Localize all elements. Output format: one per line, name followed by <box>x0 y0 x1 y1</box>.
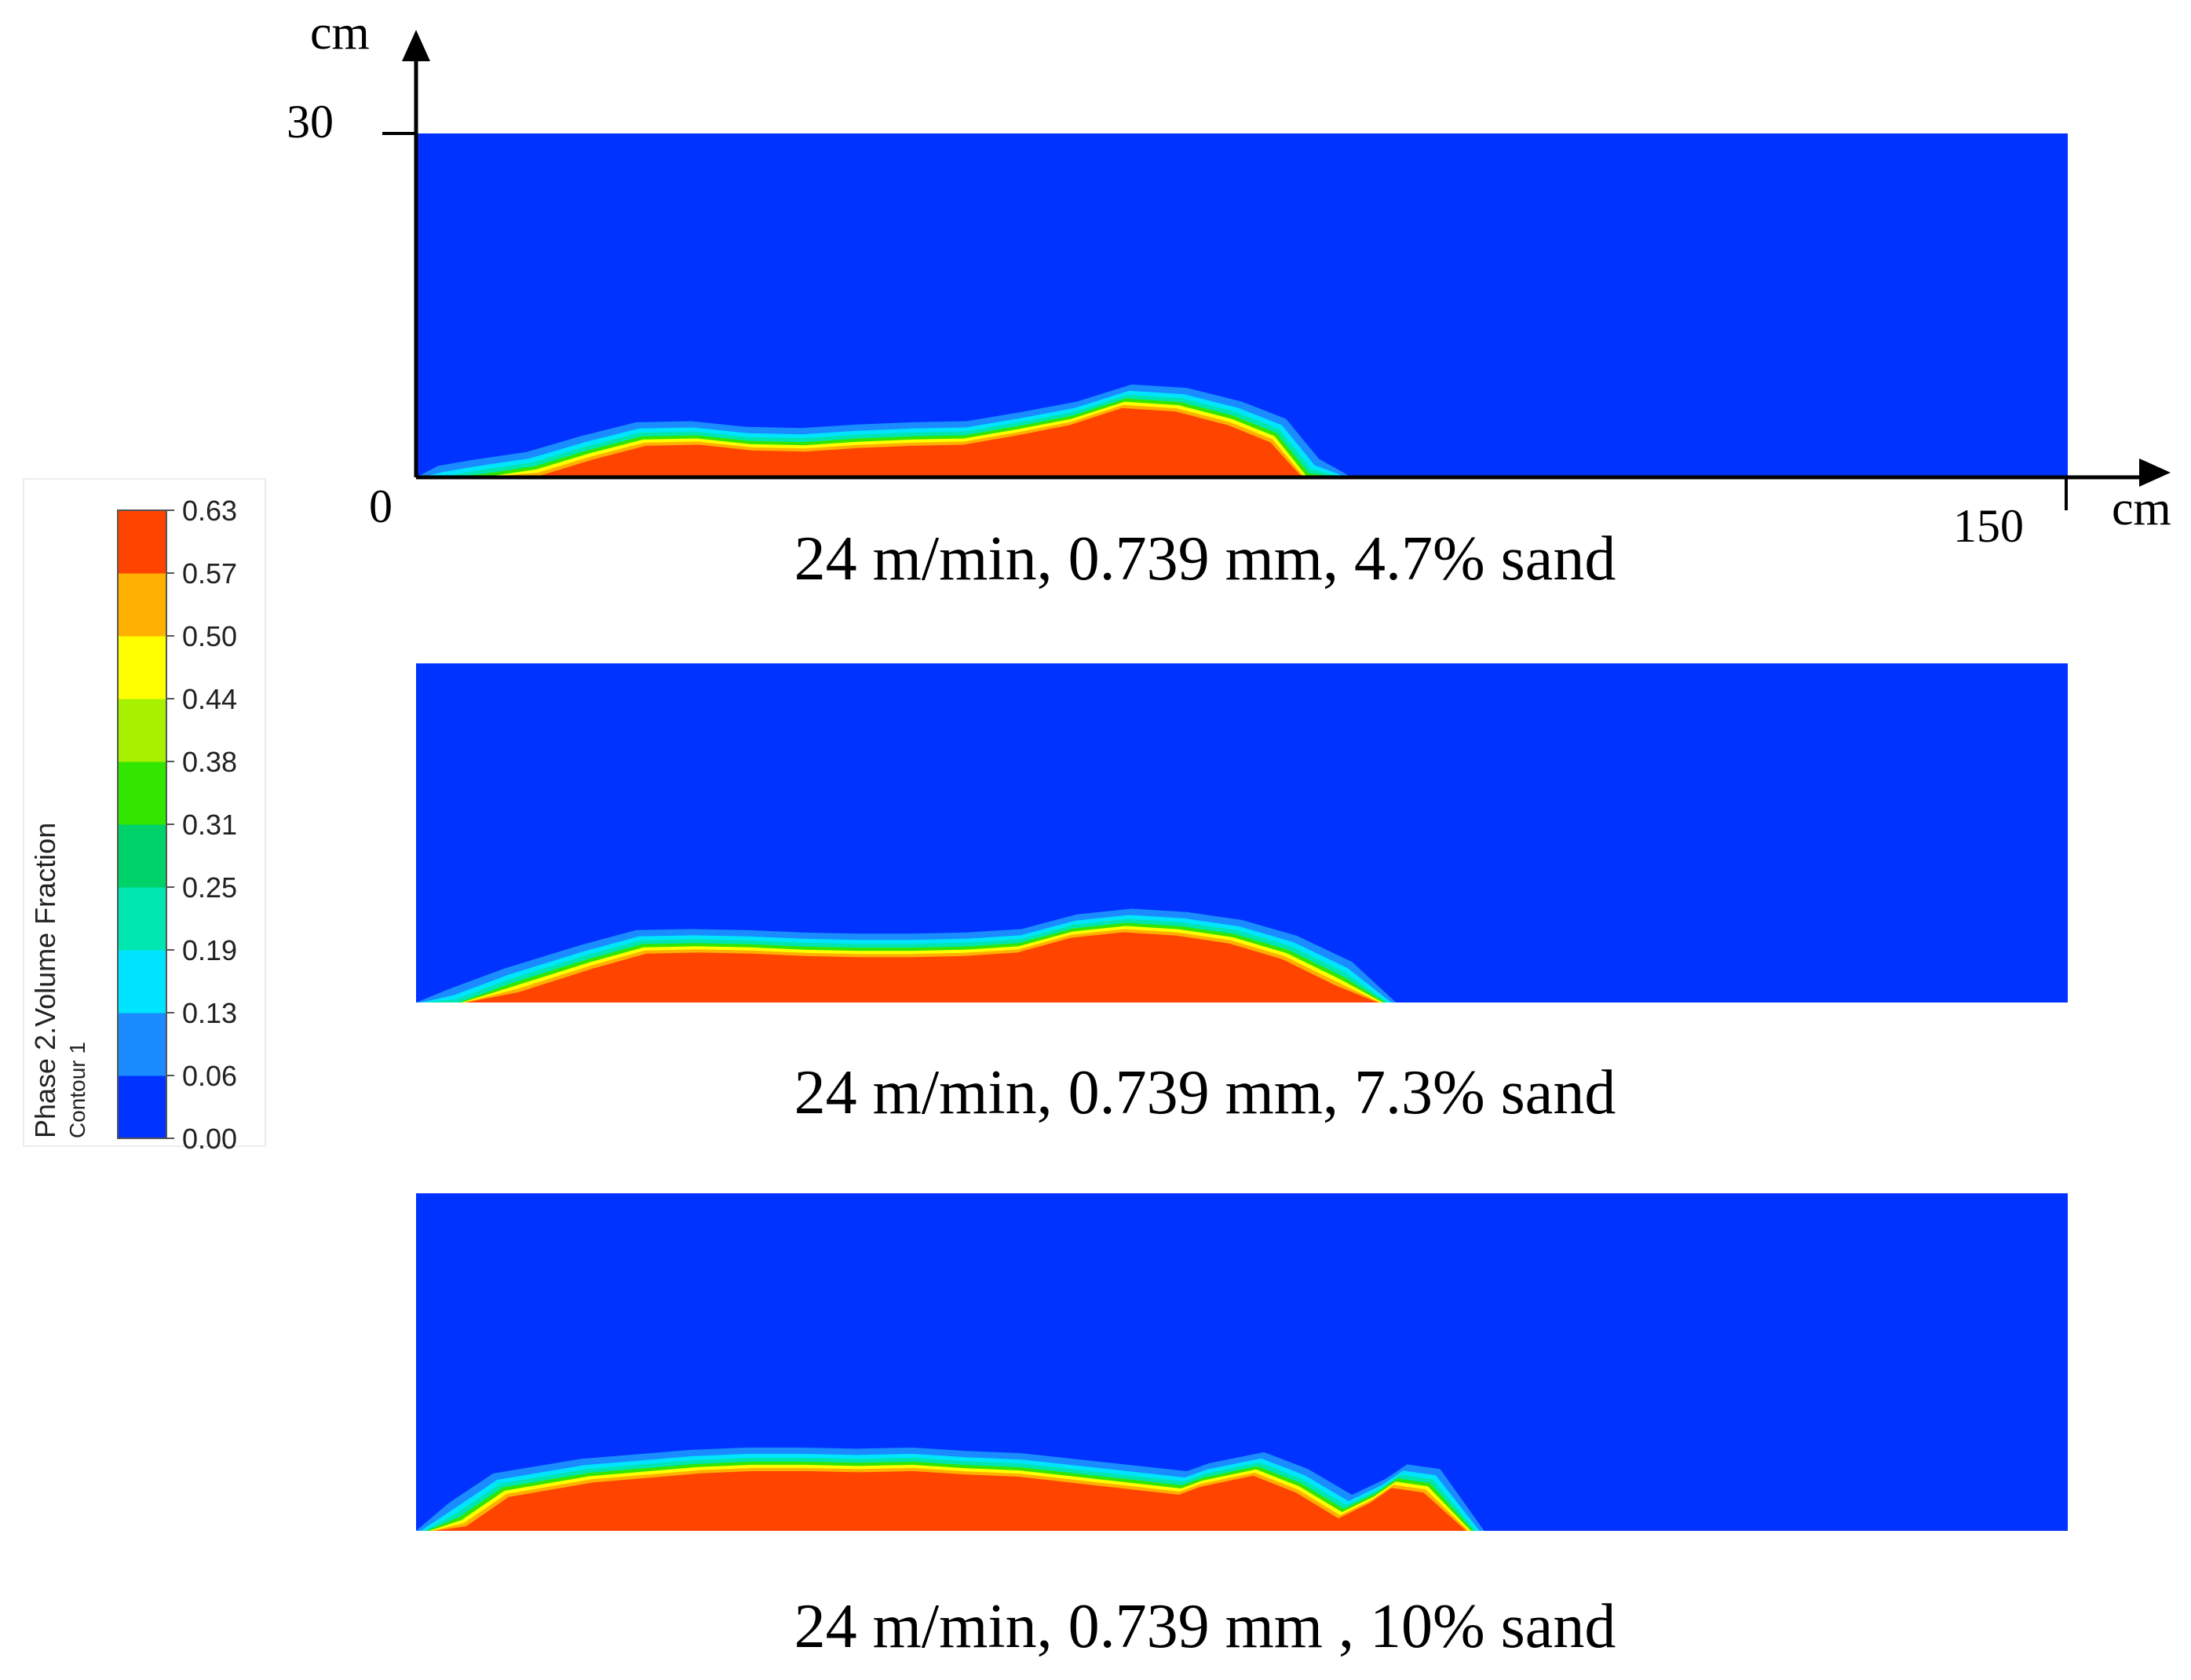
colorbar-block <box>118 1076 166 1139</box>
colorbar-block <box>118 573 166 637</box>
colorbar-title: Phase 2.Volume Fraction <box>29 823 61 1138</box>
contour-panel-1 <box>416 133 2068 477</box>
y-axis-unit: cm <box>310 6 370 60</box>
colorbar-tick-label: 0.31 <box>182 809 237 841</box>
y-axis-arrow-icon <box>402 30 430 61</box>
colorbar-block <box>118 824 166 888</box>
colorbar-tick-label: 0.38 <box>182 746 237 778</box>
x-axis-max-label: 150 <box>1953 500 2024 552</box>
axes: cm 30 0 150 cm <box>287 6 2171 552</box>
colorbar-tick-label: 0.63 <box>182 495 237 527</box>
colorbar-tick-label: 0.06 <box>182 1060 237 1092</box>
colorbar-block <box>118 699 166 762</box>
contour-panel-2 <box>416 663 2068 1003</box>
colorbar-tick-label: 0.19 <box>182 934 237 966</box>
panel-caption-1: 24 m/min, 0.739 mm, 4.7% sand <box>794 524 1616 593</box>
origin-label: 0 <box>369 480 393 532</box>
colorbar-tick-label: 0.25 <box>182 871 237 904</box>
colorbar-block <box>118 950 166 1013</box>
contour-band <box>434 407 1335 477</box>
panel-caption-2: 24 m/min, 0.739 mm, 7.3% sand <box>794 1058 1616 1127</box>
colorbar-block <box>118 1013 166 1076</box>
y-axis-max-label: 30 <box>287 96 334 148</box>
colorbar-tick-label: 0.57 <box>182 557 237 590</box>
colorbar-tick-label: 0.50 <box>182 620 237 652</box>
colorbar-tick-label: 0.00 <box>182 1123 237 1155</box>
colorbar-subtitle: Contour 1 <box>65 1042 89 1138</box>
panel-caption-3: 24 m/min, 0.739 mm , 10% sand <box>794 1592 1616 1661</box>
colorbar-block <box>118 887 166 951</box>
colorbar-block <box>118 761 166 825</box>
colorbar: 0.00 0.06 0.13 0.19 0.25 0.31 0.38 0.44 0.50 0.57… <box>23 478 266 1155</box>
colorbar-tick-label: 0.13 <box>182 997 237 1029</box>
colorbar-block <box>118 510 166 574</box>
contour-band <box>434 932 1379 1003</box>
x-axis-arrow-icon <box>2139 458 2171 487</box>
contour-band <box>434 1470 1466 1531</box>
contour-panel-3 <box>416 1193 2068 1531</box>
x-axis-unit: cm <box>2112 482 2171 535</box>
colorbar-block <box>118 636 166 699</box>
colorbar-tick-label: 0.44 <box>182 683 237 715</box>
